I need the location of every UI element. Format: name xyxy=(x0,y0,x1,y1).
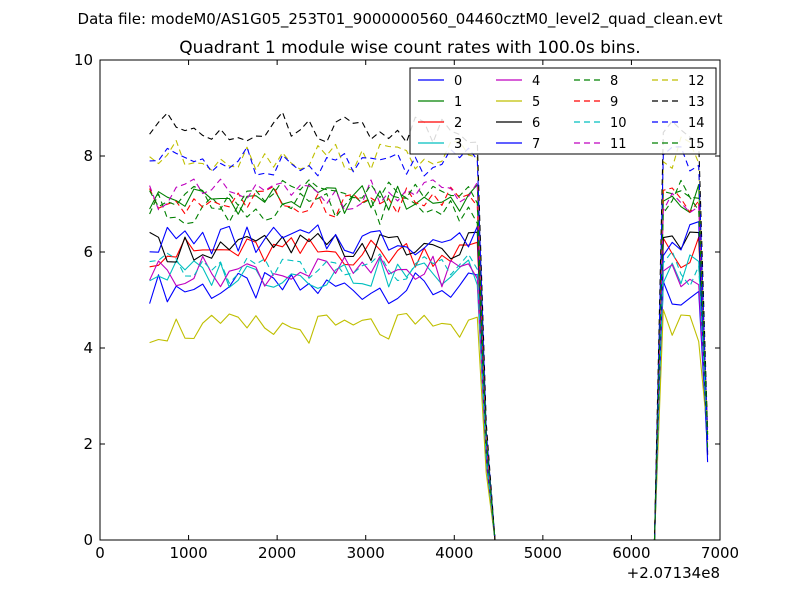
legend-label-7: 7 xyxy=(532,137,540,152)
x-tick-label: 7000 xyxy=(701,544,739,562)
y-tick-label: 0 xyxy=(83,531,93,549)
y-tick-label: 4 xyxy=(83,339,93,357)
legend-label-5: 5 xyxy=(532,95,540,110)
legend-box xyxy=(409,67,717,155)
legend-label-13: 13 xyxy=(688,95,705,110)
series-line-5 xyxy=(149,309,709,540)
series-line-9 xyxy=(149,185,709,540)
series-line-13 xyxy=(149,111,709,540)
y-tick-label: 6 xyxy=(83,243,93,261)
legend-label-3: 3 xyxy=(454,137,462,152)
legend-label-14: 14 xyxy=(688,116,705,131)
legend-label-4: 4 xyxy=(532,74,540,89)
legend-label-6: 6 xyxy=(532,116,540,131)
legend-label-10: 10 xyxy=(610,116,627,131)
legend-label-2: 2 xyxy=(454,116,462,131)
x-tick-label: 0 xyxy=(95,544,105,562)
x-tick-label: 3000 xyxy=(347,544,385,562)
series-layer xyxy=(149,111,709,540)
series-line-11 xyxy=(149,178,709,540)
legend-label-8: 8 xyxy=(610,74,618,89)
suptitle: Data file: modeM0/AS1G05_253T01_90000005… xyxy=(78,10,723,29)
series-line-12 xyxy=(149,136,709,540)
y-tick-label: 8 xyxy=(83,147,93,165)
x-offset-label: +2.07134e8 xyxy=(627,564,720,582)
legend-label-0: 0 xyxy=(454,74,462,89)
legend-label-11: 11 xyxy=(610,137,627,152)
legend-label-1: 1 xyxy=(454,95,462,110)
series-line-15 xyxy=(149,179,709,540)
y-tick-label: 10 xyxy=(74,51,93,69)
x-tick-label: 2000 xyxy=(258,544,296,562)
chart-title: Quadrant 1 module wise count rates with … xyxy=(179,38,640,58)
x-tick-label: 1000 xyxy=(169,544,207,562)
y-tick-label: 2 xyxy=(83,435,93,453)
x-tick-label: 5000 xyxy=(524,544,562,562)
series-line-7 xyxy=(149,221,709,540)
series-line-14 xyxy=(149,146,709,540)
x-tick-label: 4000 xyxy=(435,544,473,562)
x-tick-label: 6000 xyxy=(612,544,650,562)
legend-label-12: 12 xyxy=(688,74,705,89)
series-line-10 xyxy=(149,250,709,540)
legend-label-9: 9 xyxy=(610,95,618,110)
plot-frame xyxy=(99,59,721,541)
legend-label-15: 15 xyxy=(688,137,705,152)
